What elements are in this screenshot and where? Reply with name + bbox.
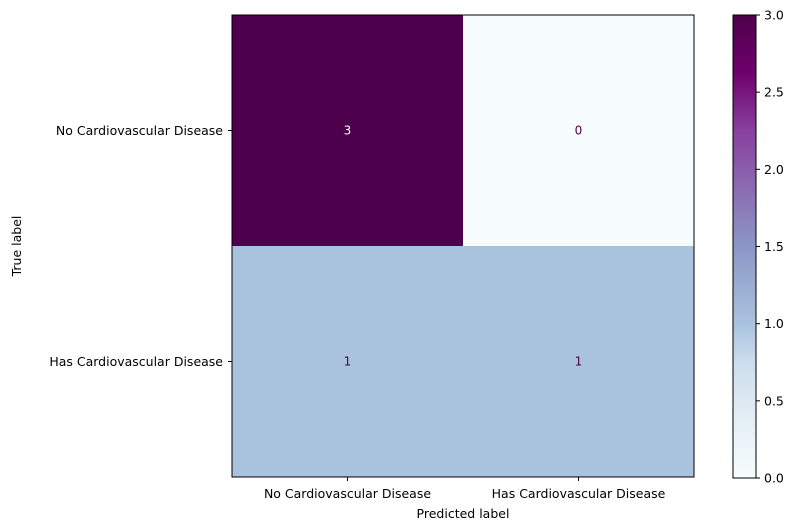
y-axis-label: True label <box>9 216 24 278</box>
colorbar-tick-label: 2.5 <box>764 85 784 100</box>
cell-value: 0 <box>575 124 583 138</box>
colorbar-ticks: 0.0 0.5 1.0 1.5 2.0 2.5 3.0 <box>756 8 784 486</box>
colorbar-tick-label: 0.5 <box>764 393 784 408</box>
y-axis-ticks: No Cardiovascular Disease Has Cardiovascu… <box>49 123 232 369</box>
cell-value: 3 <box>344 124 352 138</box>
colorbar-tick-label: 0.0 <box>764 471 784 486</box>
x-axis-label: Predicted label <box>417 506 510 521</box>
x-tick-label: Has Cardiovascular Disease <box>492 486 666 501</box>
plot-frame <box>231 14 695 478</box>
heatmap-cell <box>463 15 694 246</box>
colorbar <box>732 14 757 479</box>
y-tick-label: No Cardiovascular Disease <box>56 123 223 138</box>
colorbar-tick-label: 1.5 <box>764 239 784 254</box>
cell-value: 1 <box>344 355 352 369</box>
heatmap-cells <box>232 15 694 477</box>
colorbar-tick-label: 3.0 <box>764 8 784 23</box>
y-tick-label: Has Cardiovascular Disease <box>49 354 223 369</box>
colorbar-tick-label: 2.0 <box>764 162 784 177</box>
cell-value: 1 <box>575 355 583 369</box>
heatmap-cell <box>463 246 694 477</box>
x-tick-label: No Cardiovascular Disease <box>264 486 431 501</box>
x-axis-ticks: No Cardiovascular Disease Has Cardiovascu… <box>264 477 666 501</box>
cell-value-labels: 3 0 1 1 <box>344 124 583 369</box>
heatmap-cell <box>232 246 463 477</box>
colorbar-tick-label: 1.0 <box>764 316 784 331</box>
heatmap-cell <box>232 15 463 246</box>
